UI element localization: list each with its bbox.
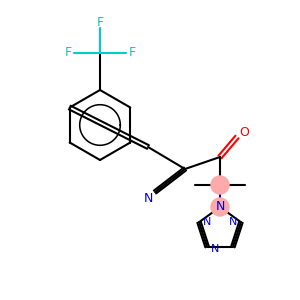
Text: F: F xyxy=(64,46,72,59)
Circle shape xyxy=(211,176,229,194)
Text: F: F xyxy=(128,46,136,59)
Text: N: N xyxy=(229,217,237,227)
Circle shape xyxy=(211,198,229,216)
Text: N: N xyxy=(143,191,153,205)
Text: O: O xyxy=(239,127,249,140)
Text: N: N xyxy=(215,200,225,214)
Text: N: N xyxy=(203,217,211,227)
Text: F: F xyxy=(96,16,103,28)
Text: N: N xyxy=(211,244,219,254)
